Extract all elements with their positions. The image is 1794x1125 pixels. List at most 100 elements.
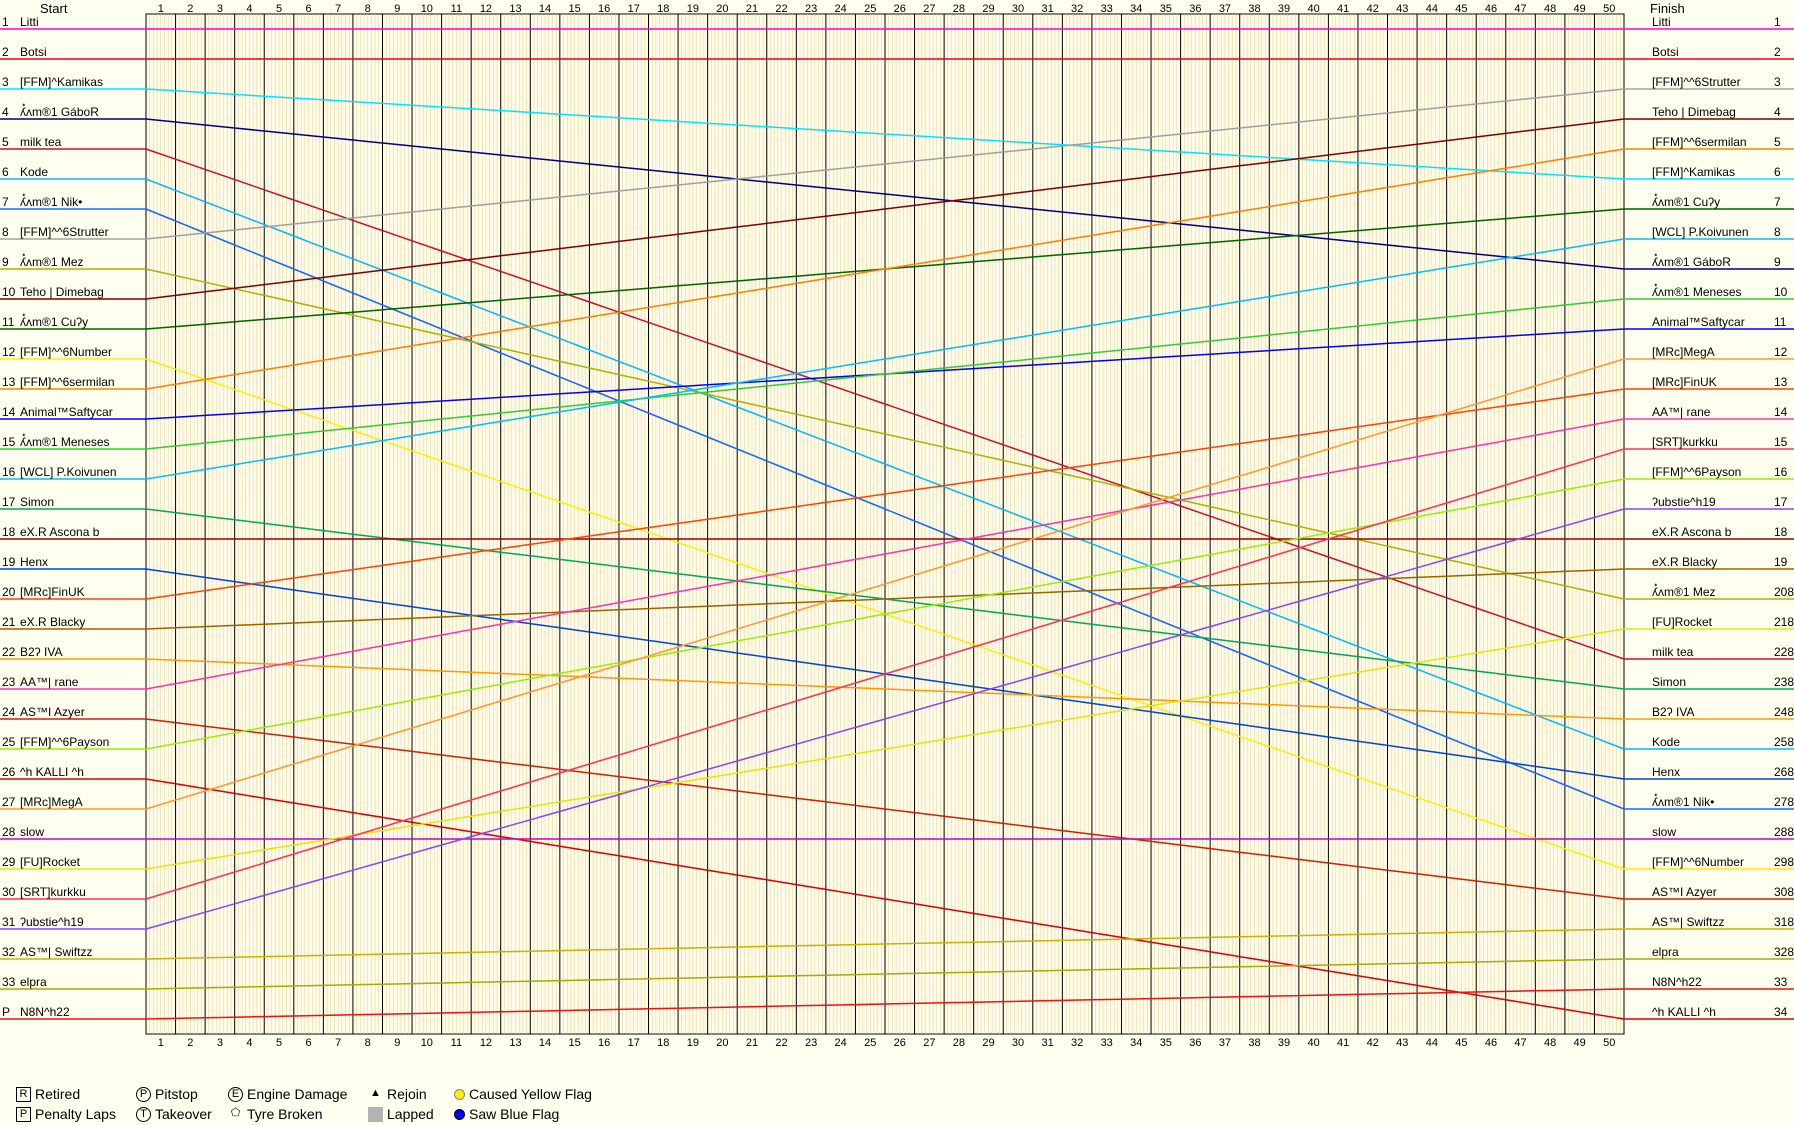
lap-tick-top: 23 [805, 3, 817, 15]
lap-tick-top: 24 [835, 3, 847, 15]
start-driver-name: [MRc]MegA [20, 795, 83, 809]
finish-driver-name: [FU]Rocket [1652, 615, 1713, 629]
lap-tick-bottom: 38 [1248, 1037, 1260, 1049]
lap-tick-bottom: 16 [598, 1037, 610, 1049]
start-driver-name: ʔubstie^h19 [20, 915, 84, 929]
lap-tick-top: 8 [365, 3, 371, 15]
lap-tick-bottom: 50 [1603, 1037, 1615, 1049]
legend-pitstop: P Pitstop [136, 1086, 198, 1102]
start-driver-name: [SRT]kurkku [20, 885, 86, 899]
start-driver-name: Litti [20, 15, 39, 29]
finish-driver-name: [MRc]FinUK [1652, 375, 1717, 389]
finish-driver-name: [FFM]^^6sermilan [1652, 135, 1747, 149]
start-driver-name: [FFM]^^6Number [20, 345, 112, 359]
lap-tick-top: 16 [598, 3, 610, 15]
lap-tick-top: 42 [1367, 3, 1379, 15]
start-position-label: 14 [2, 405, 16, 419]
finish-driver-name: Kode [1652, 735, 1680, 749]
start-driver-name: elpra [20, 975, 47, 989]
start-position-label: 28 [2, 825, 16, 839]
start-driver-name: [FFM]^^6sermilan [20, 375, 115, 389]
legend-rejoin-label: Rejoin [387, 1086, 427, 1102]
finish-driver-name: AA™| rane [1652, 405, 1711, 419]
finish-driver-name: eX.R Ascona b [1652, 525, 1732, 539]
lap-tick-bottom: 18 [657, 1037, 669, 1049]
finish-driver-name: ʎ๋ʌm®1 Mez [1652, 583, 1716, 599]
lap-tick-top: 9 [394, 3, 400, 15]
lap-tick-top: 29 [982, 3, 994, 15]
yellow-flag-icon [454, 1088, 465, 1100]
lap-tick-top: 34 [1130, 3, 1142, 15]
lap-tick-bottom: 46 [1485, 1037, 1497, 1049]
lap-tick-top: 21 [746, 3, 758, 15]
lap-tick-top: 22 [775, 3, 787, 15]
finish-driver-name: [WCL] P.Koivunen [1652, 225, 1749, 239]
start-position-label: 24 [2, 705, 16, 719]
lap-tick-bottom: 5 [276, 1037, 282, 1049]
finish-position-label: 34 [1774, 1005, 1788, 1019]
lap-tick-top: 7 [335, 3, 341, 15]
legend-engine: E Engine Damage [228, 1086, 347, 1102]
takeover-icon: T [136, 1106, 151, 1122]
lapped-icon [368, 1106, 383, 1122]
lap-tick-bottom: 10 [421, 1037, 433, 1049]
start-driver-name: Animal™Saftycar [20, 405, 113, 419]
lap-tick-bottom: 28 [953, 1037, 965, 1049]
finish-position-label: 7 [1774, 195, 1781, 209]
lap-tick-top: 4 [246, 3, 252, 15]
start-position-label: 4 [2, 105, 9, 119]
start-position-label: 11 [2, 315, 15, 329]
legend-penalty: P Penalty Laps [16, 1106, 116, 1122]
lap-tick-bottom: 23 [805, 1037, 817, 1049]
lap-tick-top: 26 [894, 3, 906, 15]
legend-penalty-label: Penalty Laps [35, 1106, 116, 1122]
lap-tick-bottom: 19 [687, 1037, 699, 1049]
start-driver-name: Teho | Dimebag [20, 285, 104, 299]
lap-tick-bottom: 8 [365, 1037, 371, 1049]
finish-position-label: 19 [1774, 555, 1788, 569]
finish-position-label: 328 [1774, 945, 1794, 959]
finish-position-label: 11 [1774, 315, 1787, 329]
start-driver-name: [MRc]FinUK [20, 585, 85, 599]
lap-tick-top: 48 [1544, 3, 1556, 15]
driver-line-9 [145, 268, 1625, 600]
start-driver-name: [WCL] P.Koivunen [20, 465, 117, 479]
start-position-label: 16 [2, 465, 16, 479]
driver-line-23 [145, 418, 1625, 690]
finish-driver-name: elpra [1652, 945, 1679, 959]
lap-tick-top: 38 [1248, 3, 1260, 15]
lap-tick-bottom: 7 [335, 1037, 341, 1049]
legend-tyre-label: Tyre Broken [247, 1106, 323, 1122]
driver-line-13 [145, 148, 1625, 390]
finish-driver-name: Animal™Saftycar [1652, 315, 1745, 329]
lap-tick-bottom: 22 [775, 1037, 787, 1049]
lap-tick-top: 1 [158, 3, 164, 15]
start-position-label: 13 [2, 375, 16, 389]
lap-tick-top: 49 [1574, 3, 1586, 15]
finish-driver-name: [FFM]^^6Strutter [1652, 75, 1741, 89]
finish-position-label: 15 [1774, 435, 1788, 449]
lap-tick-top: 13 [509, 3, 521, 15]
lap-tick-bottom: 4 [246, 1037, 252, 1049]
start-driver-name: AS™| Swiftzz [20, 945, 92, 959]
lap-tick-top: 3 [217, 3, 223, 15]
legend-lapped: Lapped [368, 1106, 434, 1122]
lap-tick-top: 35 [1160, 3, 1172, 15]
finish-position-label: 288 [1774, 825, 1794, 839]
start-position-label: 30 [2, 885, 16, 899]
start-position-label: 9 [2, 255, 9, 269]
lap-tick-bottom: 2 [187, 1037, 193, 1049]
finish-driver-name: Botsi [1652, 45, 1679, 59]
driver-line-6 [145, 178, 1625, 750]
lap-tick-bottom: 1 [158, 1037, 164, 1049]
start-driver-name: [FU]Rocket [20, 855, 81, 869]
lap-tick-bottom: 6 [306, 1037, 312, 1049]
finish-driver-name: ʎ๋ʌm®1 GáboR [1652, 253, 1731, 269]
lap-tick-bottom: 37 [1219, 1037, 1231, 1049]
driver-line-33 [145, 958, 1625, 990]
finish-driver-name: ʎ๋ʌm®1 Nik• [1652, 793, 1714, 809]
lap-tick-bottom: 26 [894, 1037, 906, 1049]
lap-tick-bottom: 12 [480, 1037, 492, 1049]
blue-flag-icon [454, 1108, 465, 1120]
lap-tick-bottom: 25 [864, 1037, 876, 1049]
